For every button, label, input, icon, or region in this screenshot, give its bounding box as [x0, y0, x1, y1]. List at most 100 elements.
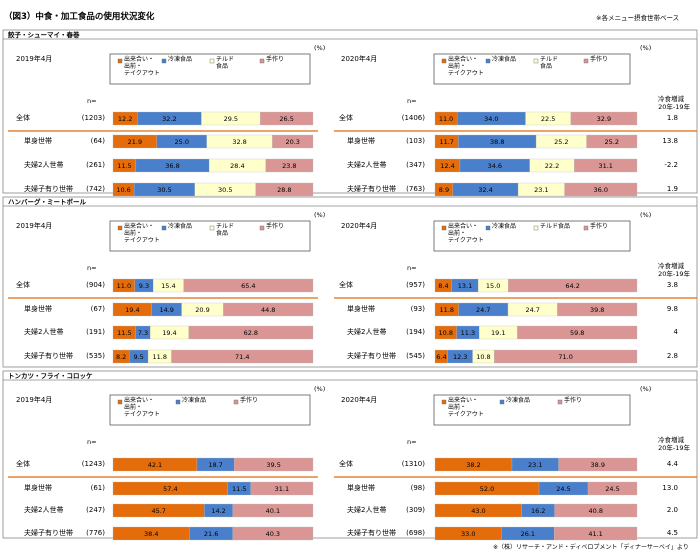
bar-value-chilled: 28.4 — [230, 162, 244, 170]
legend-label-chilled: チルド食品 — [540, 223, 571, 230]
bar-value-homemade: 71.4 — [235, 353, 249, 361]
row-label: 夫婦2人世帯 — [24, 161, 64, 169]
row-label: 夫婦2人世帯 — [347, 328, 387, 336]
bar-segment-homemade — [586, 134, 638, 149]
bar-value-nakashoku: 8.2 — [116, 353, 126, 361]
row-n: (776) — [86, 529, 105, 537]
bar-value-homemade: 28.8 — [277, 186, 291, 194]
row-n: (742) — [86, 185, 105, 193]
row-n: (535) — [86, 352, 105, 360]
rate-header: 冷食増減 — [658, 436, 684, 444]
legend-swatch-nakashoku — [441, 399, 447, 405]
bar-value-chilled: 22.2 — [545, 162, 559, 170]
bar-value-homemade: 62.8 — [244, 329, 258, 337]
row-n: (191) — [86, 328, 105, 336]
percent-unit: (%) — [314, 385, 326, 393]
bar-segment-homemade — [188, 325, 314, 340]
panel-year: 2020年4月 — [341, 55, 378, 63]
legend-label-nakashoku: 出来合い・ 出前・ テイクアウト — [448, 56, 484, 77]
row-n: (103) — [406, 137, 425, 145]
legend-label-frozen: 冷凍食品 — [492, 223, 517, 230]
legend-box — [433, 53, 631, 85]
row-n: (1406) — [401, 114, 425, 122]
bar-value-chilled: 25.2 — [554, 138, 568, 146]
row-label: 夫婦子有り世帯 — [24, 352, 73, 360]
base-note: ※各メニュー摂食世帯ベース — [596, 14, 680, 22]
bar-value-nakashoku: 11.8 — [440, 306, 454, 314]
frozen-change-value: 1.9 — [666, 185, 678, 193]
bar-value-chilled: 23.1 — [534, 186, 548, 194]
percent-unit: (%) — [640, 211, 652, 219]
legend-label-nakashoku: 出来合い・ 出前・ テイクアウト — [124, 223, 160, 244]
legend-label-frozen: 冷凍食品 — [506, 397, 531, 404]
bar-value-nakashoku: 45.7 — [151, 507, 165, 515]
n-label: n= — [87, 97, 97, 105]
page-title: （図3）中食・加工食品の使用状況変化 — [4, 12, 155, 22]
bar-value-frozen: 21.6 — [204, 530, 218, 538]
bar-value-homemade: 32.9 — [597, 115, 611, 123]
bar-segment-homemade — [260, 111, 314, 126]
row-label: 夫婦子有り世帯 — [347, 529, 396, 537]
rate-header-years: 20年-19年 — [658, 270, 690, 278]
bar-value-homemade: 24.5 — [605, 485, 619, 493]
bar-value-frozen: 25.0 — [175, 138, 189, 146]
bar-segment-homemade — [232, 526, 314, 541]
frozen-change-value: 4.4 — [666, 460, 678, 468]
percent-unit: (%) — [314, 211, 326, 219]
n-label: n= — [407, 264, 417, 272]
row-n: (763) — [406, 185, 425, 193]
bar-value-nakashoku: 12.4 — [440, 162, 454, 170]
rate-header: 冷食増減 — [658, 95, 684, 103]
legend-label-frozen: 冷凍食品 — [168, 56, 193, 63]
legend-swatch-nakashoku — [117, 225, 123, 231]
bar-value-frozen: 38.8 — [490, 138, 504, 146]
bar-value-homemade: 40.3 — [266, 530, 280, 538]
legend-label-nakashoku: 出来合い・ 出前・ テイクアウト — [124, 56, 160, 77]
bar-value-frozen: 26.1 — [521, 530, 535, 538]
bar-segment-homemade — [232, 503, 314, 518]
bar-value-nakashoku: 10.8 — [439, 329, 453, 337]
row-label: 全体 — [16, 281, 30, 289]
legend-swatch-homemade — [583, 58, 589, 64]
legend-swatch-nakashoku — [117, 399, 123, 405]
bar-value-homemade: 36.0 — [594, 186, 608, 194]
bar-segment-homemade — [564, 182, 638, 197]
legend-label-nakashoku: 出来合い・ 出前・ テイクアウト — [448, 223, 484, 244]
bar-value-homemade: 41.1 — [588, 530, 602, 538]
section-frame — [2, 196, 698, 368]
bar-segment-homemade — [517, 325, 638, 340]
bar-value-nakashoku: 8.9 — [439, 186, 449, 194]
row-label: 夫婦2人世帯 — [24, 506, 64, 514]
legend-label-homemade: 手作り — [590, 223, 609, 230]
frozen-change-value: -2.2 — [664, 161, 678, 169]
bar-value-frozen: 36.8 — [165, 162, 179, 170]
bar-segment-homemade — [183, 278, 314, 293]
row-n: (904) — [86, 281, 105, 289]
bar-value-frozen: 9.3 — [139, 282, 149, 290]
bar-value-frozen: 16.2 — [531, 507, 545, 515]
row-label: 夫婦子有り世帯 — [347, 352, 396, 360]
row-n: (347) — [406, 161, 425, 169]
row-label: 全体 — [16, 114, 30, 122]
row-n: (698) — [406, 529, 425, 537]
legend-swatch-homemade — [233, 399, 239, 405]
legend-swatch-homemade — [259, 225, 265, 231]
row-label: 全体 — [339, 281, 353, 289]
bar-segment-homemade — [223, 302, 314, 317]
bar-segment-homemade — [255, 182, 314, 197]
percent-unit: (%) — [314, 44, 326, 52]
row-label: 単身世帯 — [24, 137, 52, 145]
bar-value-frozen: 34.6 — [488, 162, 502, 170]
n-label: n= — [87, 264, 97, 272]
row-label: 夫婦2人世帯 — [24, 328, 64, 336]
rate-header-years: 20年-19年 — [658, 444, 690, 452]
bar-segment-homemade — [554, 503, 638, 518]
bar-segment-homemade — [587, 481, 638, 496]
bar-segment-homemade — [570, 111, 638, 126]
legend-swatch-chilled — [209, 225, 215, 231]
legend-swatch-homemade — [583, 225, 589, 231]
bar-value-chilled: 11.8 — [153, 353, 167, 361]
bar-value-homemade: 65.4 — [241, 282, 255, 290]
bar-value-frozen: 32.2 — [162, 115, 176, 123]
